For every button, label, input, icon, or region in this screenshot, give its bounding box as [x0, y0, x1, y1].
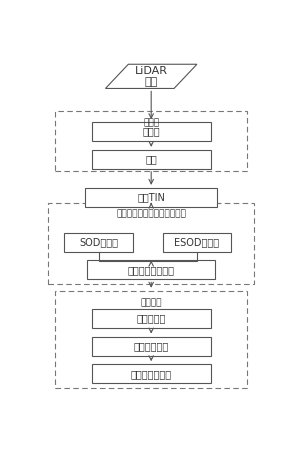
Text: 基于三角形簇的屋顶面片提取: 基于三角形簇的屋顶面片提取 [116, 209, 186, 219]
Text: 边缘线简化: 边缘线简化 [137, 313, 166, 323]
FancyBboxPatch shape [64, 233, 133, 252]
Text: 面片生成: 面片生成 [140, 298, 162, 307]
FancyBboxPatch shape [92, 122, 211, 141]
FancyBboxPatch shape [92, 309, 211, 328]
FancyBboxPatch shape [85, 188, 217, 207]
Text: 高差和倾斜度筛选: 高差和倾斜度筛选 [128, 265, 175, 275]
Text: 预处理: 预处理 [143, 118, 159, 127]
Text: ESOD筛选边: ESOD筛选边 [174, 238, 219, 247]
Polygon shape [106, 64, 197, 88]
Text: 线要素转面要素: 线要素转面要素 [131, 369, 172, 379]
Text: SOD筛选边: SOD筛选边 [79, 238, 118, 247]
Text: LiDAR
数据: LiDAR 数据 [135, 66, 168, 87]
FancyBboxPatch shape [92, 336, 211, 356]
Text: 重采样: 重采样 [142, 127, 160, 136]
Text: 边缘线的连接: 边缘线的连接 [134, 341, 169, 351]
FancyBboxPatch shape [87, 260, 215, 279]
Text: 滤波: 滤波 [145, 154, 157, 164]
FancyBboxPatch shape [92, 364, 211, 383]
FancyBboxPatch shape [163, 233, 231, 252]
FancyBboxPatch shape [92, 150, 211, 169]
Text: 构建TIN: 构建TIN [137, 192, 165, 202]
